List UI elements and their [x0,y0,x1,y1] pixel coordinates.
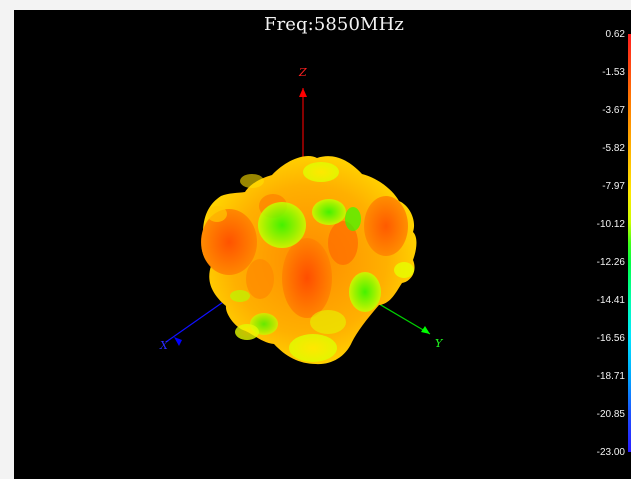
colorbar-tick-label: 0.62 [605,29,625,40]
radiation-plot-3d: Z X Y [159,66,444,365]
colorbar-tick-label: -1.53 [602,67,625,78]
colorbar-tick-label: -23.00 [596,447,625,458]
colorbar-tick-label: -5.82 [602,143,625,154]
colorbar-tick-label: -7.97 [602,181,625,192]
chart-title: Freq:5850MHz [264,14,404,35]
colorbar-tick-label: -14.41 [596,295,625,306]
colorbar-tick-label: -12.26 [596,257,625,268]
colorbar [628,34,631,452]
x-axis-label: X [159,339,169,352]
colorbar-tick-label: -18.71 [596,371,625,382]
y-axis: Y [373,300,444,350]
z-axis-label: Z [298,66,307,79]
chart-frame: Freq:5850MHz [14,10,631,479]
colorbar-tick-label: -10.12 [596,219,625,230]
radiation-pattern [201,155,417,365]
colorbar-tick-label: -3.67 [602,105,625,116]
colorbar-tick-label: -20.85 [596,409,625,420]
colorbar-tick-label: -16.56 [596,333,625,344]
x-axis: X [159,299,227,352]
y-axis-label: Y [435,337,444,350]
